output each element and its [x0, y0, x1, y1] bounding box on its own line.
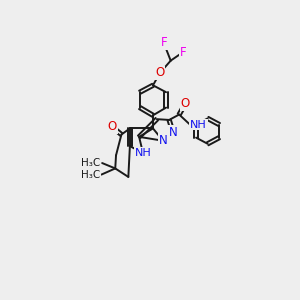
Text: H₃C: H₃C — [81, 158, 101, 168]
Text: O: O — [155, 67, 164, 80]
Text: O: O — [181, 97, 190, 110]
Text: O: O — [107, 120, 117, 134]
Text: NH: NH — [135, 148, 151, 158]
Text: N: N — [159, 134, 167, 147]
Text: F: F — [160, 36, 167, 50]
Text: F: F — [180, 46, 186, 59]
Text: N: N — [169, 126, 177, 139]
Text: NH: NH — [190, 119, 207, 130]
Text: H₃C: H₃C — [81, 169, 100, 180]
